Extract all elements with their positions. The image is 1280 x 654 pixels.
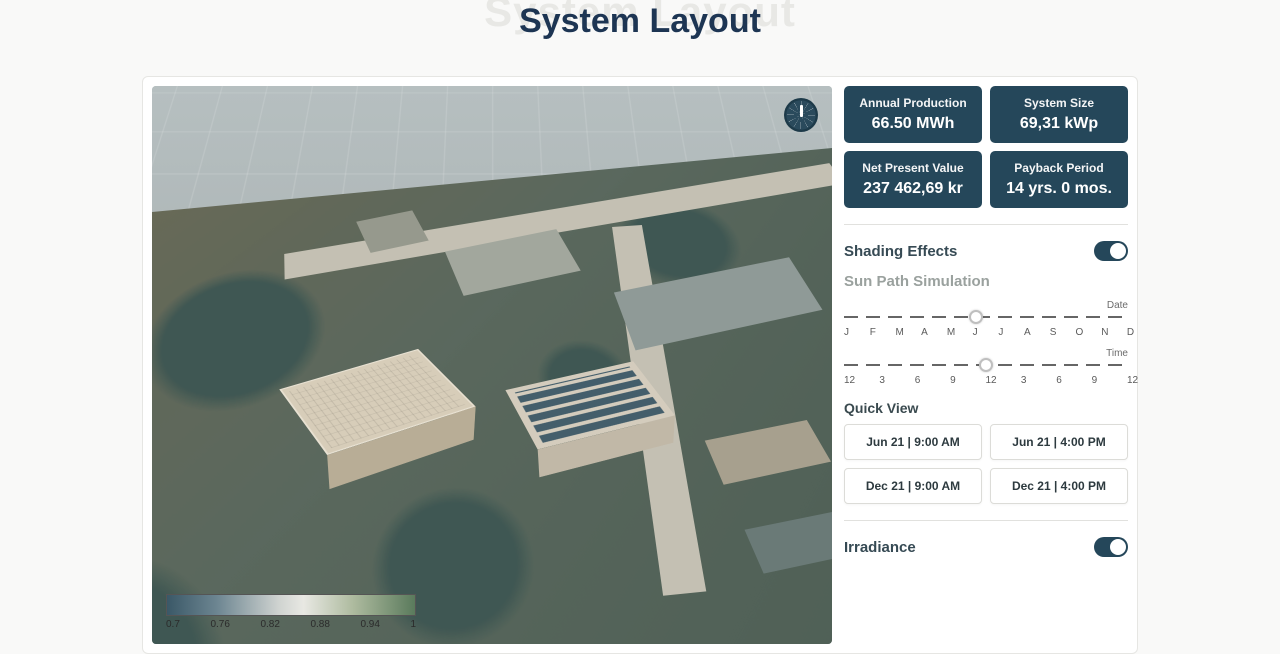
time-slider-block: Time 12 3 6 9 12 3 6 9 12 <box>844 348 1128 386</box>
irradiance-row: Irradiance <box>844 537 1128 557</box>
legend-ticks: 0.7 0.76 0.82 0.88 0.94 1 <box>166 619 416 630</box>
irradiance-legend: 0.7 0.76 0.82 0.88 0.94 1 <box>166 594 416 630</box>
quickview-title: Quick View <box>844 400 1128 416</box>
legend-tick: 1 <box>410 619 416 630</box>
legend-tick: 0.94 <box>360 619 379 630</box>
quickview-grid: Jun 21 | 9:00 AM Jun 21 | 4:00 PM Dec 21… <box>844 424 1128 504</box>
time-slider-thumb[interactable] <box>979 358 993 372</box>
slider-tick: F <box>870 327 871 338</box>
date-slider-thumb[interactable] <box>969 310 983 324</box>
quickview-button[interactable]: Jun 21 | 4:00 PM <box>990 424 1128 460</box>
legend-gradient <box>166 594 416 616</box>
slider-tick: J <box>973 327 974 338</box>
divider <box>844 520 1128 521</box>
legend-tick: 0.76 <box>210 619 229 630</box>
time-slider[interactable] <box>844 361 1128 369</box>
slider-tick: M <box>895 327 896 338</box>
slider-tick: J <box>844 327 845 338</box>
slider-tick: 12 <box>844 375 845 386</box>
slider-tick: 6 <box>915 375 916 386</box>
quickview-button[interactable]: Dec 21 | 4:00 PM <box>990 468 1128 504</box>
slider-tick: 12 <box>986 375 987 386</box>
legend-tick: 0.82 <box>260 619 279 630</box>
shading-toggle[interactable] <box>1094 241 1128 261</box>
quickview-button[interactable]: Dec 21 | 9:00 AM <box>844 468 982 504</box>
slider-tick: O <box>1075 327 1076 338</box>
slider-tick: A <box>921 327 922 338</box>
stat-label: Payback Period <box>996 161 1122 175</box>
irradiance-title: Irradiance <box>844 539 916 556</box>
date-slider-block: Date J F M A M J J A S O N D <box>844 300 1128 338</box>
stat-card-annual-production: Annual Production 66.50 MWh <box>844 86 982 143</box>
legend-tick: 0.7 <box>166 619 180 630</box>
stat-card-payback: Payback Period 14 yrs. 0 mos. <box>990 151 1128 208</box>
slider-tick: M <box>947 327 948 338</box>
side-panel: Annual Production 66.50 MWh System Size … <box>844 86 1128 644</box>
stat-card-system-size: System Size 69,31 kWp <box>990 86 1128 143</box>
stat-value: 66.50 MWh <box>850 115 976 133</box>
slider-tick: A <box>1024 327 1025 338</box>
date-slider-label: Date <box>844 300 1128 311</box>
shading-title: Shading Effects <box>844 243 957 260</box>
divider <box>844 224 1128 225</box>
slider-tick: 9 <box>950 375 951 386</box>
stat-card-npv: Net Present Value 237 462,69 kr <box>844 151 982 208</box>
slider-tick: D <box>1127 327 1128 338</box>
slider-tick: J <box>998 327 999 338</box>
slider-tick: N <box>1101 327 1102 338</box>
shading-row: Shading Effects <box>844 241 1128 261</box>
stat-value: 69,31 kWp <box>996 115 1122 133</box>
stat-label: Annual Production <box>850 96 976 110</box>
page-title: System Layout <box>0 0 1280 41</box>
irradiance-toggle[interactable] <box>1094 537 1128 557</box>
slider-tick: 3 <box>879 375 880 386</box>
stat-value: 14 yrs. 0 mos. <box>996 180 1122 198</box>
page-title-wrap: System Layout System Layout <box>0 0 1280 50</box>
quickview-button[interactable]: Jun 21 | 9:00 AM <box>844 424 982 460</box>
slider-tick: 3 <box>1021 375 1022 386</box>
compass-icon[interactable] <box>784 98 818 132</box>
stat-label: System Size <box>996 96 1122 110</box>
legend-tick: 0.88 <box>310 619 329 630</box>
slider-tick: 12 <box>1127 375 1128 386</box>
layout-3d-viewport[interactable]: 0.7 0.76 0.82 0.88 0.94 1 <box>152 86 832 644</box>
slider-tick: 6 <box>1056 375 1057 386</box>
stat-label: Net Present Value <box>850 161 976 175</box>
stat-value: 237 462,69 kr <box>850 180 976 198</box>
date-slider[interactable] <box>844 313 1128 321</box>
time-slider-ticks: 12 3 6 9 12 3 6 9 12 <box>844 375 1128 386</box>
stats-grid: Annual Production 66.50 MWh System Size … <box>844 86 1128 208</box>
slider-tick: 9 <box>1092 375 1093 386</box>
sunpath-title: Sun Path Simulation <box>844 273 1128 290</box>
date-slider-ticks: J F M A M J J A S O N D <box>844 327 1128 338</box>
main-panel: 0.7 0.76 0.82 0.88 0.94 1 Annual Product… <box>142 76 1138 654</box>
slider-tick: S <box>1050 327 1051 338</box>
